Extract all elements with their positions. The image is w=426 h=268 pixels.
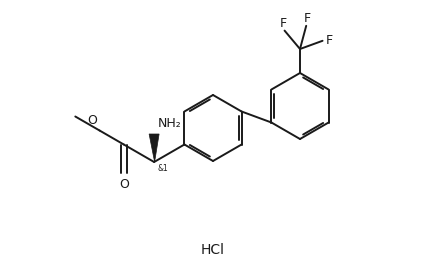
Text: F: F (303, 12, 310, 25)
Text: F: F (325, 34, 332, 47)
Text: NH₂: NH₂ (158, 117, 181, 130)
Polygon shape (149, 134, 159, 162)
Text: HCl: HCl (201, 243, 225, 257)
Text: O: O (118, 177, 128, 191)
Text: F: F (279, 17, 286, 30)
Text: O: O (87, 114, 97, 128)
Text: &1: &1 (157, 164, 167, 173)
